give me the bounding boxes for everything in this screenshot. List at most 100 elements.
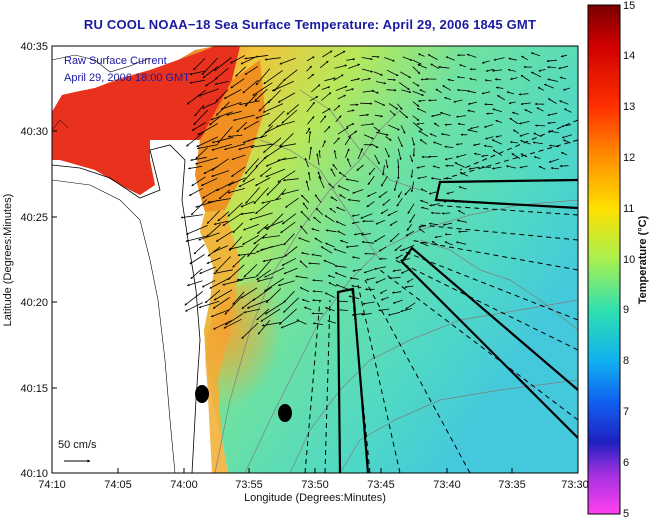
current-vector xyxy=(456,115,467,118)
current-vector xyxy=(351,221,360,225)
current-vector xyxy=(394,244,402,252)
current-vector xyxy=(467,109,476,113)
current-vector xyxy=(316,153,320,166)
x-tick-label: 74:10 xyxy=(38,479,66,491)
current-vector xyxy=(387,78,396,82)
current-vector xyxy=(232,222,244,233)
current-vector xyxy=(309,95,319,102)
x-tick-labels: 74:10 74:05 74:00 73:55 73:50 73:45 73:4… xyxy=(38,479,589,491)
current-vector xyxy=(212,245,229,253)
current-vector xyxy=(410,169,413,179)
current-vector xyxy=(249,212,273,221)
current-vector xyxy=(254,88,268,102)
current-vector xyxy=(547,112,558,117)
current-vector xyxy=(245,158,260,174)
current-vector xyxy=(255,155,268,168)
current-vector xyxy=(420,199,429,204)
current-vector xyxy=(202,188,220,199)
current-vector xyxy=(442,222,452,226)
current-vector xyxy=(431,240,439,246)
current-vector xyxy=(236,276,257,281)
current-vector xyxy=(250,143,273,149)
current-vector xyxy=(312,290,323,293)
current-vector xyxy=(257,223,269,234)
current-vector xyxy=(243,264,258,278)
current-vector xyxy=(360,213,373,219)
y-axis-label: Latitude (Degrees:Minutes) xyxy=(2,194,14,327)
current-vector xyxy=(346,58,356,61)
current-vector xyxy=(262,256,285,263)
current-timestamp: April 29, 2006 18:00 GMT xyxy=(64,72,190,84)
current-vector xyxy=(324,77,336,82)
current-vector xyxy=(193,244,205,255)
current-vector xyxy=(494,78,502,81)
current-vector xyxy=(281,109,298,124)
current-vector xyxy=(366,191,377,197)
current-vector xyxy=(259,167,272,177)
current-vector xyxy=(384,57,395,62)
current-vector xyxy=(546,59,558,63)
current-vector xyxy=(484,103,494,106)
current-vector xyxy=(245,187,260,204)
colorbar-tick-label: 5 xyxy=(623,508,629,519)
current-vector xyxy=(432,165,441,169)
current-vector xyxy=(299,260,308,268)
current-vector xyxy=(428,222,438,226)
current-vector xyxy=(511,111,519,115)
current-vector xyxy=(495,135,502,138)
x-tick-label: 73:45 xyxy=(367,479,395,491)
current-vector xyxy=(209,115,222,126)
x-tick-label: 73:40 xyxy=(433,479,461,491)
colorbar-tick-labels: 15 14 13 12 11 10 9 8 7 6 5 xyxy=(623,0,635,519)
current-vector xyxy=(560,152,568,156)
current-vector xyxy=(429,133,437,137)
current-vector xyxy=(330,168,336,177)
current-vector xyxy=(363,269,374,274)
current-vector xyxy=(322,50,333,58)
current-vector xyxy=(404,187,412,196)
current-vector xyxy=(521,55,529,61)
current-vector xyxy=(367,175,375,186)
current-vector xyxy=(520,102,531,106)
current-vector xyxy=(454,162,465,168)
current-vector xyxy=(213,319,233,330)
current-vector xyxy=(222,279,243,286)
current-vector xyxy=(444,157,453,161)
current-vector xyxy=(397,136,403,148)
current-vector xyxy=(509,140,519,144)
current-vector xyxy=(308,146,313,160)
current-vector xyxy=(334,64,348,69)
current-vector xyxy=(387,311,401,316)
current-vector xyxy=(285,197,299,208)
current-vector xyxy=(196,136,219,148)
current-vector xyxy=(412,121,423,131)
current-vector xyxy=(283,233,295,246)
current-vector xyxy=(242,166,258,183)
current-vector xyxy=(392,269,402,272)
current-vector xyxy=(306,101,315,113)
current-vector xyxy=(262,103,284,113)
current-vector xyxy=(371,55,380,59)
current-vector xyxy=(347,198,361,202)
surface-current-vectors xyxy=(180,50,573,339)
current-vector xyxy=(518,121,530,125)
scale-label: 50 cm/s xyxy=(58,439,97,451)
current-vector xyxy=(444,241,453,246)
current-vector xyxy=(345,88,355,92)
current-vector xyxy=(407,203,415,214)
current-vector xyxy=(264,267,285,278)
current-vector xyxy=(357,147,363,160)
current-vector xyxy=(380,175,388,187)
current-vector xyxy=(466,53,477,58)
current-vector xyxy=(191,199,207,216)
current-vector xyxy=(213,220,229,226)
current-vector xyxy=(304,157,309,168)
current-vector xyxy=(446,191,455,195)
current-vector xyxy=(213,57,232,72)
current-vector xyxy=(333,74,344,81)
current-vector xyxy=(253,233,268,245)
current-vector xyxy=(333,248,347,254)
current-vector xyxy=(368,167,376,176)
current-vector xyxy=(350,77,360,82)
current-vector xyxy=(284,246,298,257)
